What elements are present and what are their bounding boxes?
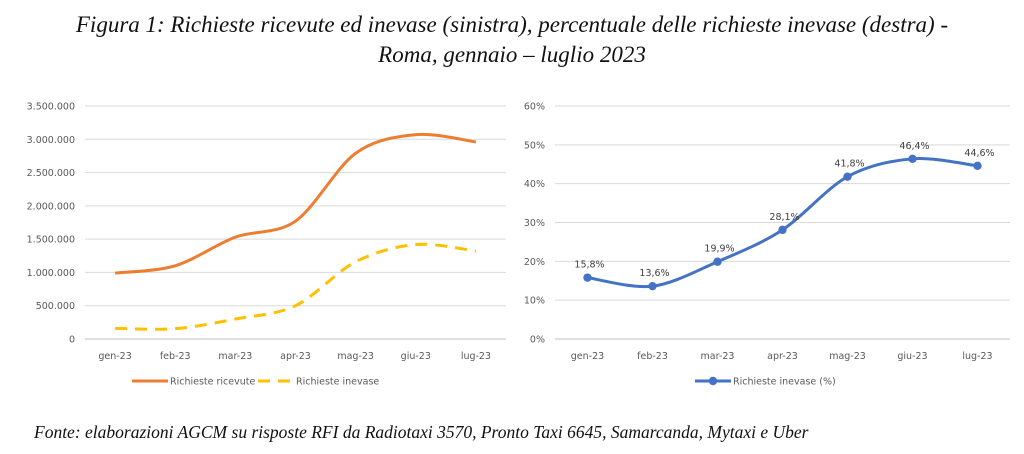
left-y-tick-label: 2.500.000 [27, 168, 75, 179]
right-x-tick-label: gen-23 [571, 351, 604, 362]
right-y-tick-label: 20% [524, 257, 545, 268]
left-series-line-2 [115, 242, 477, 331]
right-data-point [583, 273, 592, 282]
right-data-point [778, 225, 787, 235]
left-y-tick-label: 2.000.000 [27, 201, 75, 212]
right-legend-label: Richieste inevase (%) [733, 377, 836, 388]
left-x-tick-label: apr-23 [280, 351, 311, 362]
right-x-tick-label: apr-23 [767, 351, 798, 362]
right-x-tick-label: mar-23 [701, 351, 735, 362]
figure-title: Figura 1: Richieste ricevute ed inevase … [0, 10, 1024, 70]
right-data-point [908, 154, 917, 164]
right-x-tick-label: lug-23 [962, 351, 992, 362]
left-y-tick-label: 500.000 [36, 301, 75, 312]
left-x-tick-label: mag-23 [337, 351, 374, 362]
right-x-tick-label: mag-23 [829, 351, 866, 362]
left-legend-label-2: Richieste inevase [296, 377, 379, 388]
right-y-tick-label: 10% [524, 296, 545, 307]
left-x-tick-label: gen-23 [98, 351, 131, 362]
right-y-tick-label: 60% [524, 102, 545, 113]
left-y-tick-label: 3.000.000 [27, 135, 75, 146]
left-x-tick-label: giu-23 [401, 351, 431, 362]
left-y-tick-label: 1.500.000 [27, 235, 75, 246]
right-data-point [648, 281, 657, 291]
right-x-tick-label: giu-23 [897, 351, 927, 362]
right-data-point [713, 257, 722, 266]
left-legend-label-1: Richieste ricevute [170, 377, 255, 388]
right-data-label: 19,9% [704, 244, 734, 255]
right-y-tick-label: 40% [524, 179, 545, 190]
right-y-tick-label: 0% [530, 335, 545, 346]
figure-title-line-1: Figura 1: Richieste ricevute ed inevase … [75, 12, 949, 37]
right-y-tick-label: 50% [524, 140, 545, 151]
left-series-line-1 [114, 132, 477, 275]
source-note: Fonte: elaborazioni AGCM su risposte RFI… [34, 422, 809, 442]
left-y-tick-label: 1.000.000 [27, 268, 75, 279]
right-data-label: 41,8% [834, 159, 864, 170]
left-x-tick-label: lug-23 [461, 351, 491, 362]
right-data-label: 28,1% [769, 212, 799, 223]
left-x-tick-label: feb-23 [160, 351, 191, 362]
figure-title-line-2: Roma, gennaio – luglio 2023 [378, 42, 646, 67]
left-y-tick-label: 0 [69, 335, 75, 346]
left-y-tick-label: 3.500.000 [27, 102, 75, 113]
right-x-tick-label: feb-23 [637, 351, 668, 362]
right-data-point [973, 161, 982, 171]
right-data-label: 46,4% [899, 141, 929, 152]
right-data-point [843, 172, 852, 181]
right-data-label: 15,8% [574, 260, 604, 271]
right-data-label: 13,6% [639, 268, 669, 279]
right-legend-marker [708, 376, 718, 386]
left-x-tick-label: mar-23 [218, 351, 252, 362]
right-y-tick-label: 30% [524, 218, 545, 229]
right-data-label: 44,6% [964, 148, 994, 159]
